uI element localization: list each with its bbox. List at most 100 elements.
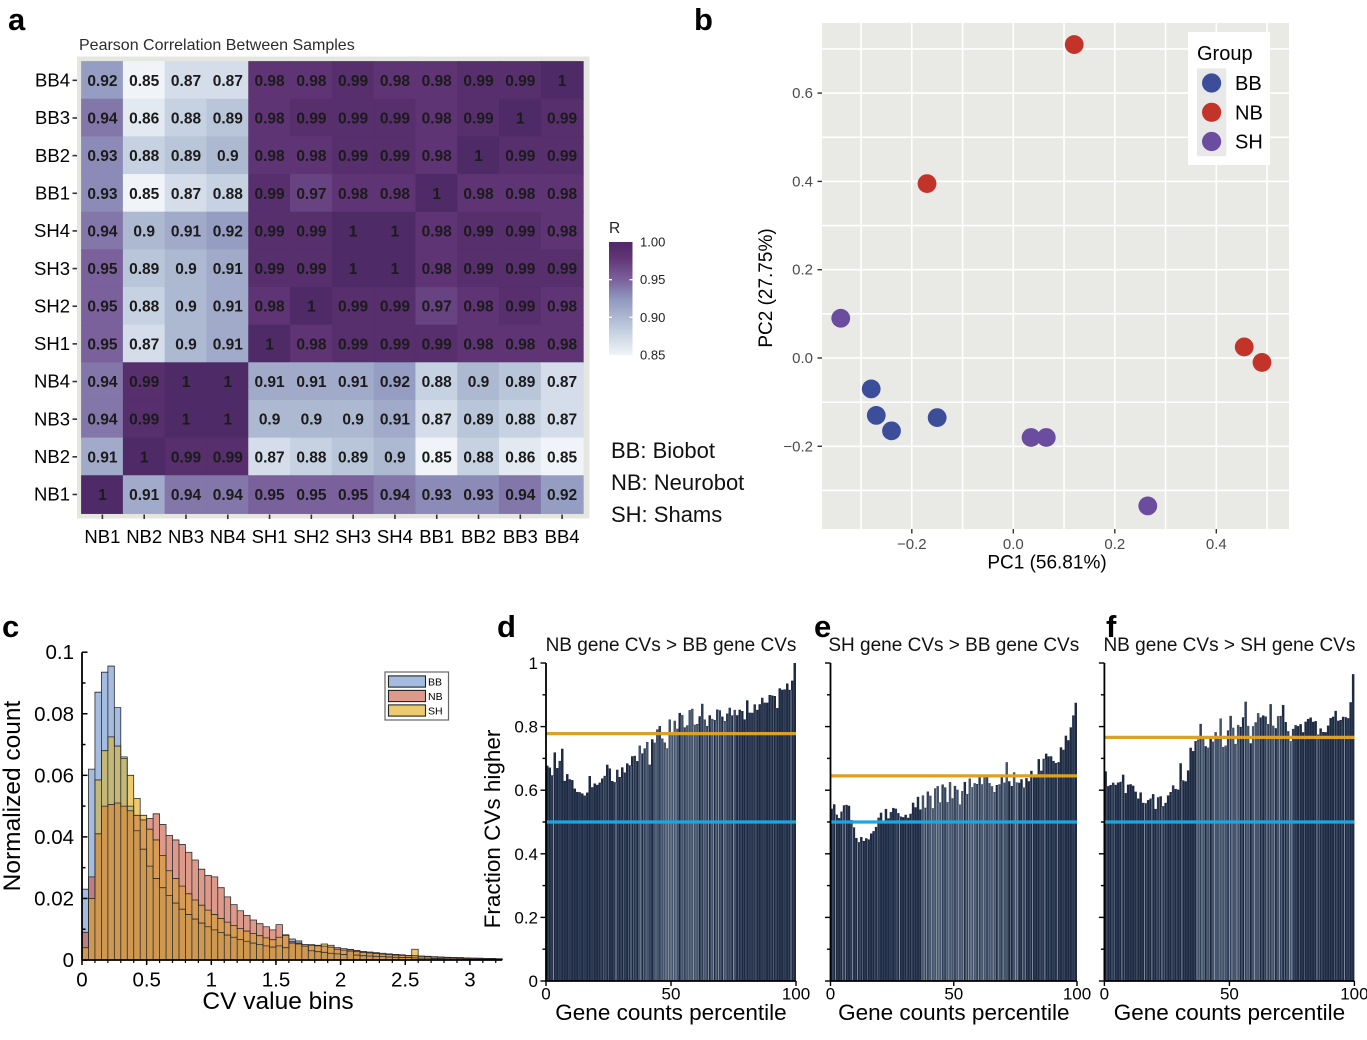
svg-text:0.99: 0.99	[505, 148, 536, 165]
svg-text:0.98: 0.98	[380, 186, 411, 203]
svg-text:e: e	[814, 609, 831, 644]
svg-text:0.98: 0.98	[505, 186, 536, 203]
svg-text:Pearson Correlation Between Sa: Pearson Correlation Between Samples	[79, 37, 355, 54]
svg-text:0.94: 0.94	[171, 487, 202, 504]
svg-text:0.98: 0.98	[422, 73, 453, 90]
svg-text:0.1: 0.1	[46, 641, 75, 664]
svg-text:0.99: 0.99	[255, 261, 286, 278]
svg-text:0.94: 0.94	[87, 111, 118, 128]
svg-text:−0.2: −0.2	[897, 536, 927, 553]
svg-text:0.99: 0.99	[463, 223, 494, 240]
svg-text:0.99: 0.99	[338, 336, 369, 353]
svg-text:0.8: 0.8	[514, 718, 538, 737]
svg-text:1: 1	[182, 374, 191, 391]
svg-text:0.91: 0.91	[338, 374, 369, 391]
svg-text:0.90: 0.90	[640, 310, 665, 325]
svg-text:0.87: 0.87	[255, 449, 285, 466]
svg-text:0.87: 0.87	[422, 412, 452, 429]
svg-text:1: 1	[391, 261, 400, 278]
svg-text:0.98: 0.98	[255, 148, 286, 165]
svg-text:CV value bins: CV value bins	[202, 988, 353, 1015]
svg-text:0.92: 0.92	[213, 223, 243, 240]
svg-text:BB: BB	[428, 676, 442, 688]
svg-text:0.95: 0.95	[87, 336, 118, 353]
svg-text:0.93: 0.93	[463, 487, 494, 504]
svg-text:NB gene CVs > BB gene CVs: NB gene CVs > BB gene CVs	[546, 635, 797, 656]
svg-text:0.06: 0.06	[34, 764, 74, 787]
svg-text:0.08: 0.08	[34, 703, 74, 726]
svg-text:Normalized count: Normalized count	[0, 700, 26, 891]
svg-text:0.89: 0.89	[463, 412, 494, 429]
svg-text:0.99: 0.99	[171, 449, 202, 466]
svg-text:1: 1	[223, 374, 232, 391]
svg-text:0.9: 0.9	[259, 412, 281, 429]
svg-text:−0.2: −0.2	[783, 438, 813, 455]
svg-text:0.98: 0.98	[463, 299, 494, 316]
svg-text:0.95: 0.95	[87, 299, 118, 316]
svg-text:0.99: 0.99	[338, 111, 369, 128]
svg-text:SH gene CVs > BB gene CVs: SH gene CVs > BB gene CVs	[828, 635, 1079, 656]
svg-text:0.99: 0.99	[255, 223, 286, 240]
svg-text:0.99: 0.99	[296, 223, 327, 240]
svg-text:0.99: 0.99	[380, 299, 411, 316]
svg-text:0.95: 0.95	[640, 272, 665, 287]
svg-text:0: 0	[63, 949, 74, 972]
svg-text:0.98: 0.98	[422, 148, 453, 165]
svg-text:0.88: 0.88	[296, 449, 327, 466]
svg-text:0.91: 0.91	[87, 449, 118, 466]
svg-text:0: 0	[541, 985, 550, 1004]
svg-text:SH1: SH1	[252, 526, 288, 547]
svg-text:0.85: 0.85	[547, 449, 578, 466]
svg-text:SH2: SH2	[293, 526, 329, 547]
svg-text:0.92: 0.92	[547, 487, 577, 504]
svg-text:0.99: 0.99	[547, 111, 578, 128]
svg-text:0.95: 0.95	[87, 261, 118, 278]
svg-text:0: 0	[529, 972, 538, 991]
svg-text:0.5: 0.5	[132, 969, 161, 992]
svg-text:NB2: NB2	[34, 446, 70, 467]
svg-text:0.97: 0.97	[422, 299, 452, 316]
svg-text:0.87: 0.87	[547, 374, 577, 391]
svg-text:SH4: SH4	[377, 526, 413, 547]
svg-text:NB4: NB4	[210, 526, 246, 547]
svg-text:0.9: 0.9	[175, 299, 197, 316]
svg-text:0.89: 0.89	[171, 148, 202, 165]
svg-text:SH: Shams: SH: Shams	[611, 502, 722, 527]
svg-text:0.86: 0.86	[129, 111, 160, 128]
svg-text:0.91: 0.91	[129, 487, 160, 504]
svg-text:BB4: BB4	[545, 526, 580, 547]
svg-text:Gene counts percentile: Gene counts percentile	[838, 1000, 1069, 1025]
svg-text:1: 1	[349, 261, 358, 278]
svg-text:0.95: 0.95	[255, 487, 286, 504]
svg-text:0: 0	[76, 969, 87, 992]
svg-text:1: 1	[140, 449, 149, 466]
svg-text:0.99: 0.99	[338, 299, 369, 316]
svg-text:0.88: 0.88	[129, 299, 160, 316]
svg-text:0.91: 0.91	[213, 299, 244, 316]
svg-text:0.88: 0.88	[505, 412, 536, 429]
svg-text:0.4: 0.4	[1206, 536, 1227, 553]
svg-text:0.02: 0.02	[34, 887, 74, 910]
svg-text:0.98: 0.98	[463, 186, 494, 203]
svg-text:0.0: 0.0	[792, 350, 813, 367]
svg-text:BB: Biobot: BB: Biobot	[611, 438, 715, 463]
svg-text:BB1: BB1	[419, 526, 454, 547]
svg-text:0.98: 0.98	[505, 336, 536, 353]
svg-text:0.98: 0.98	[422, 111, 453, 128]
svg-text:0.89: 0.89	[129, 261, 160, 278]
svg-text:0.99: 0.99	[505, 261, 536, 278]
svg-text:Gene counts percentile: Gene counts percentile	[555, 1000, 786, 1025]
svg-text:0.88: 0.88	[171, 111, 202, 128]
svg-text:SH: SH	[1235, 132, 1263, 154]
svg-text:0.9: 0.9	[217, 148, 239, 165]
svg-text:NB: NB	[428, 691, 443, 703]
svg-text:1: 1	[474, 148, 483, 165]
svg-text:BB2: BB2	[35, 145, 70, 166]
svg-text:NB3: NB3	[168, 526, 204, 547]
svg-text:0.6: 0.6	[792, 85, 813, 102]
svg-text:0.91: 0.91	[255, 374, 286, 391]
svg-text:1: 1	[432, 186, 441, 203]
svg-text:0.98: 0.98	[296, 73, 327, 90]
svg-text:1: 1	[558, 73, 567, 90]
svg-text:0.94: 0.94	[87, 223, 118, 240]
